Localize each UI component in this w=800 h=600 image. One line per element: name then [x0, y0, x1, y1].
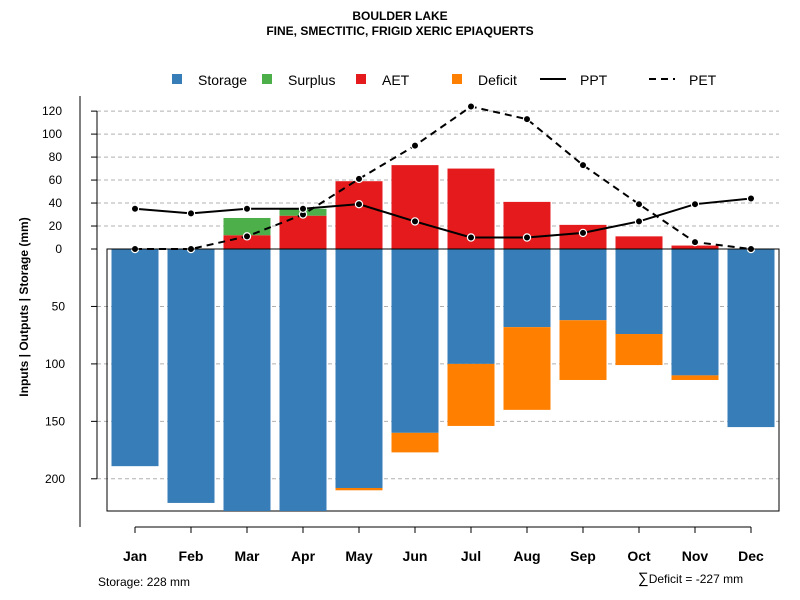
pet-point — [242, 232, 252, 241]
legend-swatch — [172, 74, 182, 84]
ppt-point — [130, 204, 140, 213]
ppt-point — [690, 199, 700, 209]
pet-point — [578, 160, 588, 170]
storage-bar — [391, 249, 439, 433]
storage-bar — [279, 249, 327, 511]
storage-bar — [223, 249, 271, 511]
legend-label: PET — [689, 72, 717, 88]
pet-point — [634, 199, 644, 209]
storage-bar — [111, 249, 159, 467]
aet-bar — [335, 181, 383, 249]
storage-bar — [559, 249, 607, 321]
y-axis-title: Inputs | Outputs | Storage (mm) — [17, 217, 31, 396]
deficit-bar — [391, 432, 439, 453]
ppt-point — [354, 199, 364, 209]
legend-swatch — [262, 74, 272, 84]
legend-swatch — [356, 74, 366, 84]
bar-layer — [111, 165, 775, 511]
aet-bar — [279, 215, 327, 249]
aet-bar — [671, 245, 719, 249]
deficit-bar — [335, 487, 383, 491]
legend-item-pet: PET — [649, 72, 717, 88]
x-tick-label: Nov — [682, 548, 709, 564]
x-tick-label: Sep — [570, 548, 596, 564]
y-tick-label: 200 — [45, 472, 65, 486]
deficit-bar — [615, 334, 663, 366]
y-tick-label: 40 — [49, 196, 63, 210]
y-tick-label: 100 — [45, 357, 65, 371]
aet-bar — [615, 236, 663, 249]
pet-line — [135, 105, 752, 250]
x-tick-label: Jul — [461, 548, 481, 564]
y-tick-label: 80 — [49, 150, 63, 164]
y-tick-label: 100 — [42, 127, 62, 141]
deficit-bar — [671, 375, 719, 380]
storage-bar — [335, 249, 383, 488]
storage-bar — [727, 249, 775, 428]
storage-bar — [503, 249, 551, 328]
legend: Storage Surplus AET Deficit PPT PET — [172, 72, 717, 88]
grid-layer — [97, 110, 780, 512]
legend-label: Storage — [198, 72, 247, 88]
deficit-bar — [503, 327, 551, 410]
sum-symbol: ∑ — [638, 570, 649, 587]
ppt-point — [522, 233, 532, 242]
deficit-note: ∑Deficit = -227 mm — [638, 570, 743, 587]
legend-swatch — [452, 74, 462, 84]
x-tick-label: May — [345, 548, 372, 564]
x-tick-label: Mar — [235, 548, 260, 564]
axis-layer: 0 20 40 60 80 100 120 50 100 150 200 Inputs | Outpu… — [17, 96, 779, 564]
deficit-bar — [559, 320, 607, 380]
pet-point — [410, 141, 420, 150]
ppt-point — [298, 204, 308, 213]
chart-subtitle: FINE, SMECTITIC, FRIGID XERIC EPIAQUERTS — [266, 24, 534, 38]
x-tick-label: Feb — [179, 548, 204, 564]
legend-item-aet: AET — [356, 72, 410, 88]
pet-point — [466, 102, 476, 111]
x-tick-label: Oct — [627, 548, 651, 564]
ppt-point — [746, 194, 756, 203]
legend-item-surplus: Surplus — [262, 72, 335, 88]
deficit-note-text: Deficit = -227 mm — [648, 572, 744, 586]
storage-bar — [615, 249, 663, 335]
x-tick-label: Apr — [291, 548, 316, 564]
ppt-point — [242, 204, 252, 213]
line-layer — [130, 102, 756, 254]
legend-label: PPT — [580, 72, 608, 88]
y-tick-label: 60 — [49, 173, 63, 187]
y-tick-label: 20 — [49, 219, 63, 233]
chart-title: BOULDER LAKE — [352, 9, 448, 23]
x-tick-label: Jun — [403, 548, 428, 564]
legend-item-ppt: PPT — [540, 72, 608, 88]
y-tick-label: 120 — [42, 104, 62, 118]
legend-label: AET — [382, 72, 410, 88]
storage-bar — [167, 249, 215, 503]
legend-label: Surplus — [288, 72, 335, 88]
aet-bar — [391, 165, 439, 249]
ppt-point — [466, 233, 476, 242]
ppt-point — [410, 217, 420, 226]
deficit-bar — [447, 363, 495, 426]
ppt-point — [634, 217, 644, 226]
ppt-point — [186, 209, 196, 218]
storage-note: Storage: 228 mm — [98, 575, 191, 589]
legend-label: Deficit — [478, 72, 517, 88]
ppt-point — [578, 228, 588, 238]
legend-item-storage: Storage — [172, 72, 247, 88]
x-tick-label: Jan — [123, 548, 147, 564]
legend-item-deficit: Deficit — [452, 72, 517, 88]
storage-bar — [447, 249, 495, 364]
aet-bar — [503, 201, 551, 249]
y-tick-label: 0 — [55, 242, 62, 256]
pet-point — [354, 174, 364, 184]
ppt-line — [134, 197, 752, 239]
storage-bar — [671, 249, 719, 376]
x-tick-label: Dec — [738, 548, 764, 564]
x-tick-label: Aug — [513, 548, 540, 564]
pet-point — [522, 114, 532, 124]
pet-point — [690, 237, 700, 247]
y-tick-label: 150 — [45, 414, 65, 428]
y-tick-label: 50 — [52, 299, 66, 313]
